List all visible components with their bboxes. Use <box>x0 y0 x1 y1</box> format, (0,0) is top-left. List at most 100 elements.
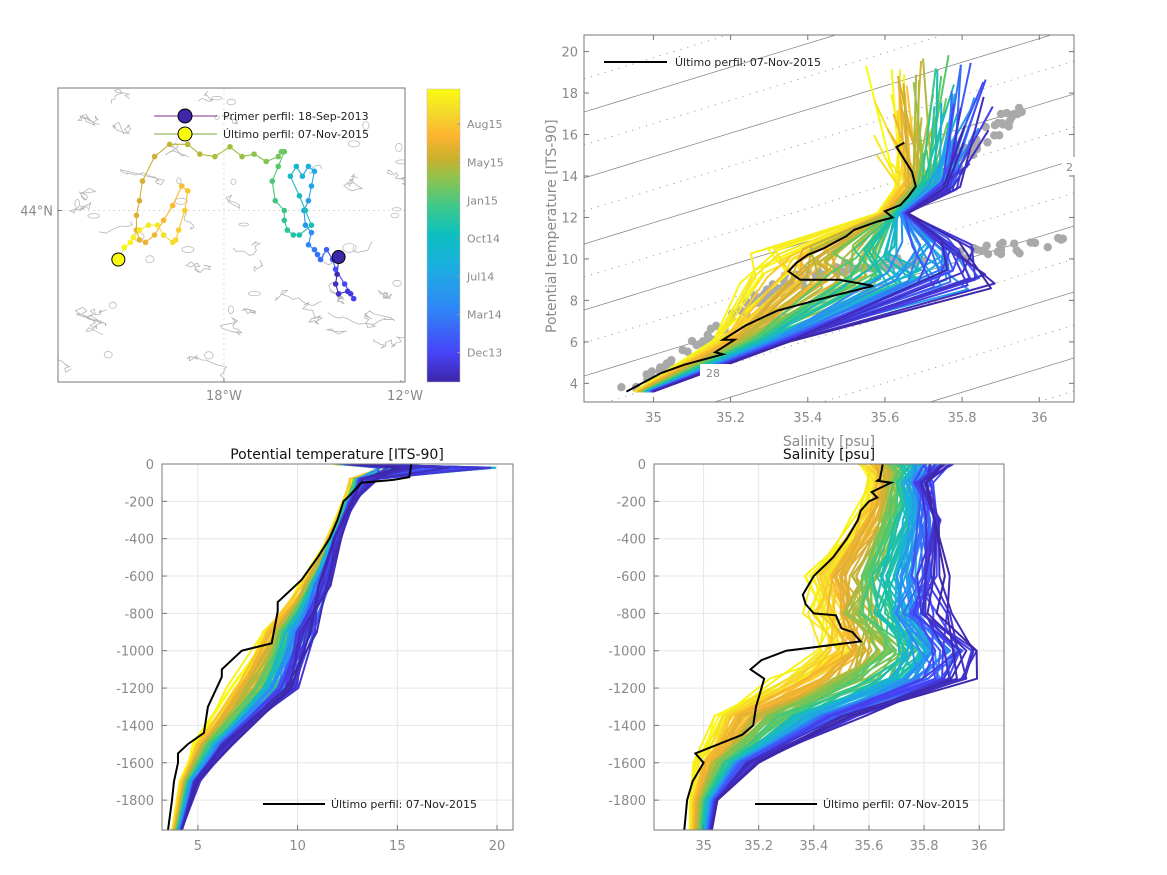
climatology-point <box>1043 243 1052 252</box>
profile-line <box>172 464 464 830</box>
bathymetry-contour <box>230 178 237 185</box>
bathymetry-contour <box>390 213 400 219</box>
track-point <box>133 212 140 219</box>
colorbar-tick-label: Oct14 <box>467 232 500 245</box>
bathymetry-contour <box>364 310 396 325</box>
xtick-label: 10 <box>289 839 306 854</box>
track-point <box>347 291 354 297</box>
bathymetry-contour <box>186 354 228 379</box>
ts-ytick-label: 12 <box>561 211 578 226</box>
ts-ytick-label: 14 <box>561 170 578 185</box>
ytick-label: -1400 <box>116 719 154 734</box>
profile-line <box>176 464 472 830</box>
last-profile-line <box>683 464 895 830</box>
sp-legend-label: Último perfil: 07-Nov-2015 <box>823 798 969 811</box>
bathymetry-contour <box>327 312 376 329</box>
ytick-label: -400 <box>616 533 646 548</box>
bathymetry-contour <box>227 305 234 315</box>
ytick-label: -1000 <box>116 645 154 660</box>
track-point <box>269 178 276 184</box>
track-segment <box>214 146 231 158</box>
ts-ylabel: Potential temperature [ITS-90] <box>544 119 560 333</box>
last-profile-marker <box>111 252 126 267</box>
profile-line <box>172 464 461 830</box>
bathymetry-contour <box>392 279 402 287</box>
climatology-point <box>1017 107 1026 117</box>
bathymetry-contour <box>108 301 117 309</box>
profile-line <box>174 464 466 830</box>
profile-line <box>171 464 491 830</box>
bathymetry-contour <box>120 169 165 186</box>
track-point <box>121 244 128 251</box>
bathymetry-contour <box>352 241 373 253</box>
xtick-label: 35.2 <box>744 839 773 854</box>
ytick-label: -200 <box>124 495 154 510</box>
profile-line <box>710 464 978 830</box>
track-point <box>136 237 143 243</box>
track-point <box>281 207 288 214</box>
ts-xtick-label: 35 <box>645 411 662 426</box>
profile-line <box>172 464 491 830</box>
bathymetry-contour <box>377 290 393 299</box>
colorbar: Aug15 May15 Jan15 Oct14 Jul14 Mar14 Dec13 <box>426 88 504 383</box>
climatology-point <box>655 363 665 372</box>
track-point <box>160 217 167 224</box>
bathymetry-contour <box>274 289 322 307</box>
bathymetry-contour <box>232 240 262 256</box>
bathymetry-contour <box>225 194 240 209</box>
track-point <box>275 163 282 170</box>
track-segment <box>138 181 144 201</box>
isopycnal <box>584 35 837 113</box>
ts-ytick-label: 18 <box>561 87 578 102</box>
bathymetry-contour <box>308 164 323 175</box>
ytick-label: -600 <box>616 570 646 585</box>
track-point <box>175 227 182 233</box>
track-point <box>305 197 312 204</box>
tp-axes-box <box>161 463 514 831</box>
climatology-point <box>983 138 992 147</box>
profile-line <box>175 464 488 830</box>
bathymetry-contour <box>176 177 182 185</box>
track-point <box>314 251 321 258</box>
track-segment <box>172 185 183 206</box>
map-panel: 18°W 12°W 44°N Primer perfil: 18-Sep-2013 … <box>20 87 504 404</box>
ytick-label: -800 <box>616 607 646 622</box>
profile-line <box>177 464 436 830</box>
bathymetry-contour <box>58 358 72 373</box>
ts-ytick-label: 16 <box>561 129 578 144</box>
salinity-last-profile <box>683 464 895 830</box>
ytick-label: -1800 <box>608 794 646 809</box>
ts-ytick-label: 6 <box>570 336 578 351</box>
profile-line <box>710 464 975 830</box>
bathymetry-contour <box>326 328 347 335</box>
track-point <box>296 193 303 199</box>
first-profile-marker <box>331 250 346 265</box>
salinity-profile-panel: 35 35.2 35.4 35.6 35.8 36 0 -200 -400 -600 -800 -10… <box>608 447 1005 854</box>
ts-xtick-label: 35.6 <box>870 411 899 426</box>
profile-line <box>176 464 382 830</box>
colorbar-tick-label: Aug15 <box>467 118 502 131</box>
track-point <box>332 281 339 287</box>
bathymetry-contour <box>185 261 212 273</box>
climatology-point <box>996 249 1006 259</box>
profile-line <box>177 464 467 830</box>
profile-line <box>171 464 485 830</box>
ts-ticks: 35 35.2 35.4 35.6 35.8 36 4 6 8 10 12 14 16 18 20 <box>561 35 1074 426</box>
ts-profile-line <box>653 124 992 393</box>
legend-label-last: Último perfil: 07-Nov-2015 <box>223 128 369 141</box>
climatology-point <box>1012 246 1021 255</box>
profile-line <box>175 464 480 830</box>
bathymetry-contours <box>58 89 405 382</box>
track-point <box>293 163 300 170</box>
bathymetry-contour <box>183 212 195 230</box>
bathymetry-contour <box>238 222 249 227</box>
bathymetry-contour <box>110 89 131 104</box>
track-point <box>154 222 161 228</box>
track-point <box>142 239 149 246</box>
track-point <box>308 229 315 236</box>
profile-line <box>178 464 449 830</box>
track-point <box>239 153 245 160</box>
profile-line <box>178 464 486 830</box>
bathymetry-contour <box>87 213 100 219</box>
